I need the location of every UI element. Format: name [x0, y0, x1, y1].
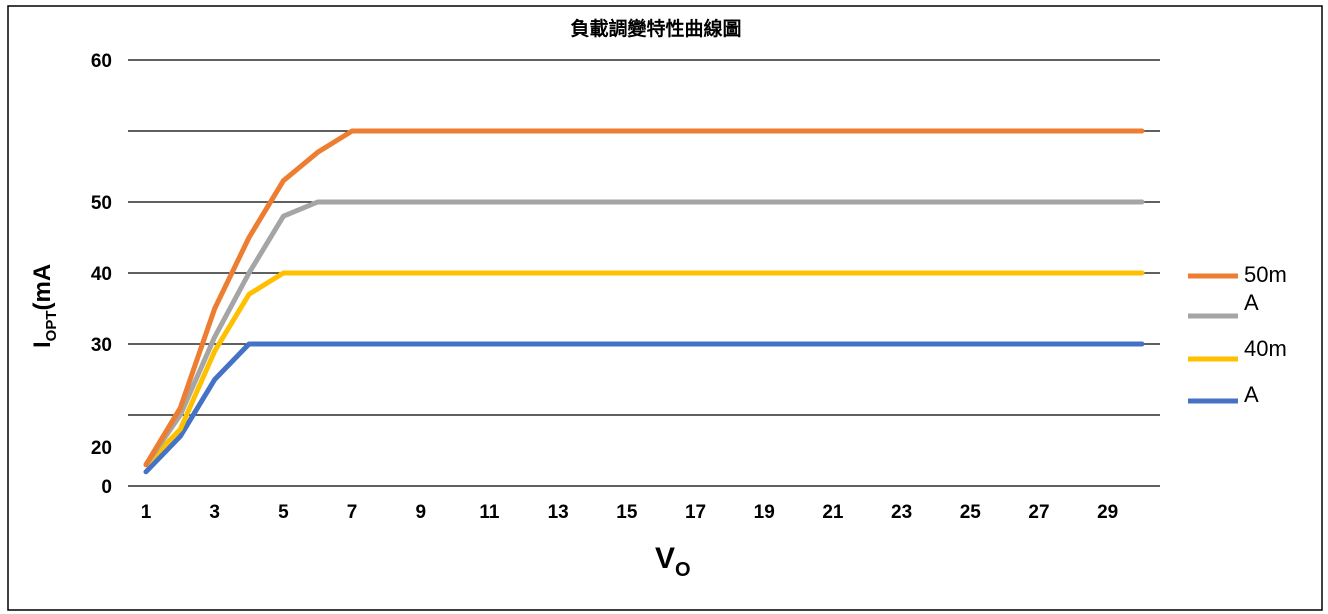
x-tick-label: 17 — [685, 502, 706, 523]
x-tick-label: 11 — [479, 502, 500, 523]
x-tick-label: 3 — [209, 502, 220, 523]
x-axis-label-sub: O — [675, 559, 691, 581]
series-line — [143, 128, 1145, 468]
x-tick-label: 1 — [141, 502, 152, 523]
x-axis-label: VO — [655, 542, 691, 581]
y-axis-label-sub: OPT — [43, 310, 60, 341]
legend-label: 40m — [1244, 336, 1287, 361]
y-tick-label: 0 — [101, 477, 112, 498]
x-tick-label: 9 — [415, 502, 426, 523]
y-axis-label-main: I — [29, 341, 56, 348]
y-tick-label: 40 — [91, 264, 112, 285]
y-tick-label: 50 — [91, 193, 112, 214]
y-tick-label: 30 — [91, 335, 112, 356]
legend-label: 50m — [1244, 262, 1287, 287]
x-tick-label: 29 — [1097, 502, 1118, 523]
x-tick-label: 27 — [1028, 502, 1049, 523]
x-axis-label-main: V — [655, 542, 675, 575]
series-lines — [143, 128, 1145, 475]
x-tick-label: 25 — [960, 502, 982, 523]
legend-label: A — [1244, 290, 1259, 315]
series-line — [143, 341, 1145, 475]
x-tick-label: 19 — [754, 502, 775, 523]
x-tick-label: 5 — [278, 502, 289, 523]
x-tick-label: 13 — [548, 502, 569, 523]
series-line — [143, 199, 1145, 468]
series-line — [143, 270, 1145, 468]
x-tick-label: 21 — [822, 502, 844, 523]
y-axis-ticks: 0 20 30 40 50 60 — [91, 51, 112, 498]
x-tick-label: 23 — [891, 502, 912, 523]
legend: 50m A 40m A — [1188, 262, 1287, 407]
y-axis-label-rest: (mA — [29, 264, 56, 311]
x-tick-label: 15 — [616, 502, 638, 523]
y-axis-label: IOPT(mA — [29, 264, 60, 348]
y-tick-label: 60 — [91, 51, 112, 72]
chart-title: 負載調變特性曲線圖 — [570, 17, 741, 40]
legend-label: A — [1244, 382, 1259, 407]
x-axis-ticks: 1 3 5 7 9 11 13 15 17 19 21 23 25 27 29 — [141, 502, 1119, 523]
chart-border — [7, 5, 1323, 611]
x-tick-label: 7 — [347, 502, 358, 523]
y-tick-label: 20 — [91, 438, 112, 459]
